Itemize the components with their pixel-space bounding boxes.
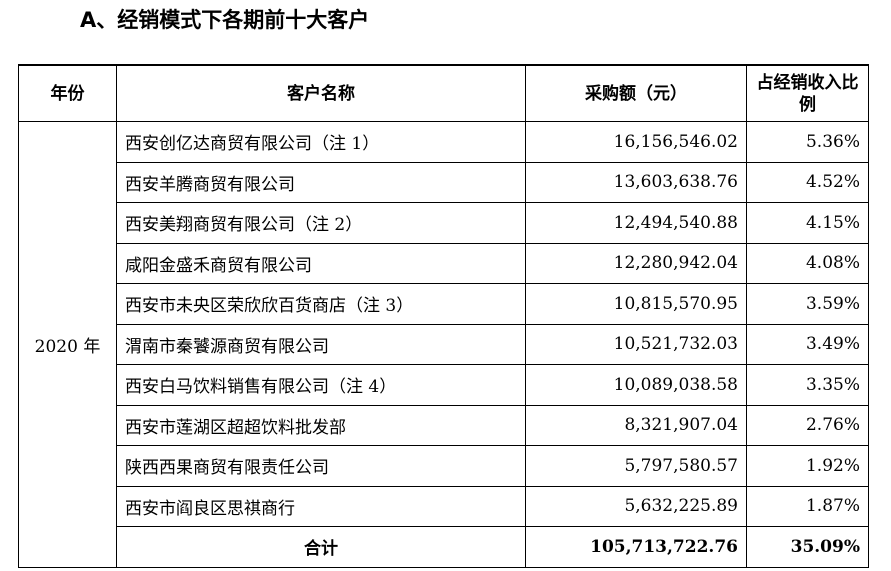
client-name-cell: 西安羊腾商贸有限公司: [116, 161, 526, 203]
top-clients-table: 年份 客户名称 采购额（元） 占经销收入比例 2020 年 西安创亿达商贸有限公…: [18, 64, 869, 568]
revenue-ratio-cell: 3.35%: [746, 364, 869, 406]
table-row: 西安羊腾商贸有限公司 13,603,638.76 4.52%: [19, 161, 869, 203]
revenue-ratio-cell: 2.76%: [746, 404, 869, 446]
client-name-cell: 西安市未央区荣欣欣百货商店（注 3）: [116, 283, 526, 325]
purchase-amount-cell: 10,521,732.03: [525, 323, 747, 365]
total-amount-cell: 105,713,722.76: [525, 526, 747, 568]
total-ratio-cell: 35.09%: [746, 526, 869, 568]
purchase-amount-cell: 12,280,942.04: [525, 242, 747, 284]
year-cell: 2020 年: [18, 121, 117, 568]
client-name-cell: 咸阳金盛禾商贸有限公司: [116, 242, 526, 284]
section-heading: A、经销模式下各期前十大客户: [80, 8, 370, 32]
purchase-amount-cell: 13,603,638.76: [525, 161, 747, 203]
purchase-amount-cell: 10,815,570.95: [525, 283, 747, 325]
revenue-ratio-cell: 1.87%: [746, 485, 869, 527]
header-revenue-ratio: 占经销收入比例: [746, 64, 869, 122]
table-row: 咸阳金盛禾商贸有限公司 12,280,942.04 4.08%: [19, 242, 869, 284]
revenue-ratio-cell: 3.59%: [746, 283, 869, 325]
purchase-amount-cell: 8,321,907.04: [525, 404, 747, 446]
table-row: 西安美翔商贸有限公司（注 2） 12,494,540.88 4.15%: [19, 202, 869, 244]
client-name-cell: 西安市阎良区思祺商行: [116, 485, 526, 527]
purchase-amount-cell: 5,797,580.57: [525, 445, 747, 487]
revenue-ratio-cell: 4.52%: [746, 161, 869, 203]
purchase-amount-cell: 5,632,225.89: [525, 485, 747, 527]
table-row: 西安市未央区荣欣欣百货商店（注 3） 10,815,570.95 3.59%: [19, 283, 869, 325]
client-name-cell: 渭南市秦饕源商贸有限公司: [116, 323, 526, 365]
revenue-ratio-cell: 4.08%: [746, 242, 869, 284]
client-name-cell: 西安市莲湖区超超饮料批发部: [116, 404, 526, 446]
table-header-row: 年份 客户名称 采购额（元） 占经销收入比例: [18, 64, 869, 122]
revenue-ratio-cell: 5.36%: [746, 121, 869, 163]
table-row: 西安市阎良区思祺商行 5,632,225.89 1.87%: [19, 485, 869, 527]
table-row: 西安白马饮料销售有限公司（注 4） 10,089,038.58 3.35%: [19, 364, 869, 406]
client-name-cell: 西安白马饮料销售有限公司（注 4）: [116, 364, 526, 406]
table-row: 渭南市秦饕源商贸有限公司 10,521,732.03 3.49%: [19, 323, 869, 365]
total-row: 合计 105,713,722.76 35.09%: [19, 526, 869, 568]
table-row: 西安市莲湖区超超饮料批发部 8,321,907.04 2.76%: [19, 404, 869, 446]
header-client-name: 客户名称: [116, 64, 526, 122]
purchase-amount-cell: 16,156,546.02: [525, 121, 747, 163]
purchase-amount-cell: 10,089,038.58: [525, 364, 747, 406]
revenue-ratio-cell: 3.49%: [746, 323, 869, 365]
client-name-cell: 西安创亿达商贸有限公司（注 1）: [116, 121, 526, 163]
client-name-cell: 陕西西果商贸有限责任公司: [116, 445, 526, 487]
table-row: 陕西西果商贸有限责任公司 5,797,580.57 1.92%: [19, 445, 869, 487]
header-purchase-amount: 采购额（元）: [525, 64, 747, 122]
purchase-amount-cell: 12,494,540.88: [525, 202, 747, 244]
table-row: 2020 年 西安创亿达商贸有限公司（注 1） 16,156,546.02 5.…: [18, 121, 869, 568]
revenue-ratio-cell: 4.15%: [746, 202, 869, 244]
revenue-ratio-cell: 1.92%: [746, 445, 869, 487]
total-label: 合计: [116, 526, 526, 568]
client-name-cell: 西安美翔商贸有限公司（注 2）: [116, 202, 526, 244]
header-year: 年份: [18, 64, 117, 122]
